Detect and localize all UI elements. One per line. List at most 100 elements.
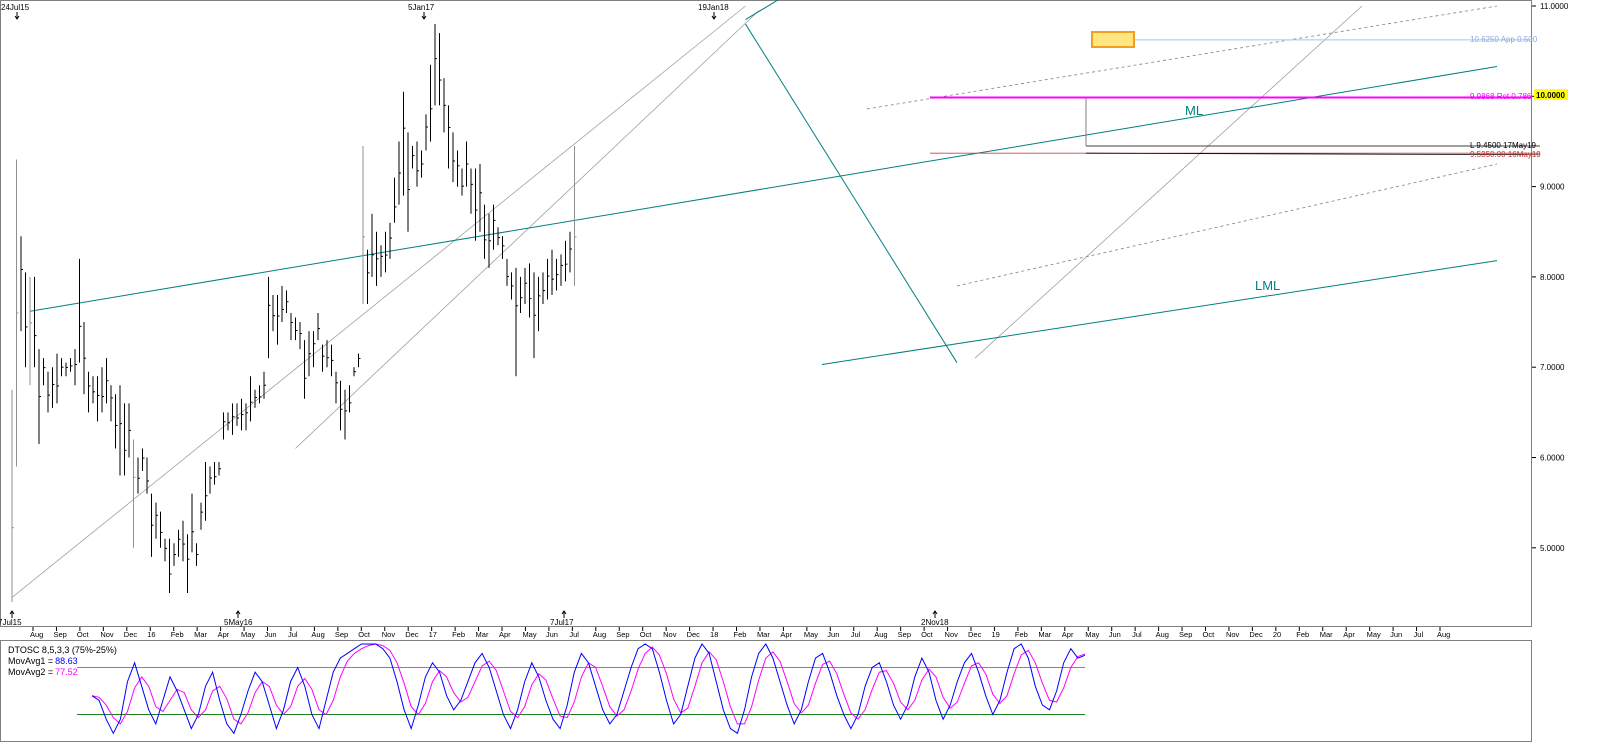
oscillator-plot [77,643,1086,735]
main-panel-frame [0,0,1532,627]
movavg1-name: MovAvg1 = [8,656,53,666]
movavg2-label: MovAvg2 = 77.52 [8,667,78,677]
time-tick-label: Sep [53,630,66,639]
upper-parallel-dashed [866,5,1498,110]
oscillator-title: DTOSC 8,5,3,3 (75%-25%) [8,645,117,655]
bottom-date-marker: 5May16 [224,618,253,627]
target-zone-box [1091,31,1135,48]
time-tick-label: Sep [898,630,911,639]
time-tick-label: Nov [663,630,677,639]
time-tick-label: Feb [1296,630,1309,639]
time-tick-label: Nov [100,630,114,639]
time-tick-label: May [1367,630,1381,639]
bottom-date-marker: 7Jul17 [550,618,574,627]
time-tick-label: Jun [265,630,277,639]
rise-trend-line [11,5,746,598]
time-tick-label: Feb [1015,630,1028,639]
time-tick-label: Sep [1179,630,1192,639]
bottom-marker-arrowhead [9,610,15,615]
time-tick-label: Aug [1156,630,1169,639]
time-tick-label: Feb [452,630,465,639]
time-tick-label: Apr [218,630,230,639]
ret-level-label: 9.9868 Ret 0.786 [1470,92,1532,101]
oscillator-panel-frame [0,640,1532,742]
top-marker-arrowhead [421,15,427,20]
time-tick-label: Feb [734,630,747,639]
movavg1-label: MovAvg1 = 88.63 [8,656,78,666]
time-tick-label: Feb [171,630,184,639]
time-tick-label: Oct [921,630,934,639]
drop-line [745,23,958,363]
time-tick-label: May [1085,630,1099,639]
time-tick-label: May [241,630,255,639]
time-tick-label: Mar [1038,630,1051,639]
price-tick-label: 11.0000 [1540,2,1569,11]
time-tick-label: Dec [687,630,701,639]
date-markers: 24Jul15 5Jan17 19Jan18 7Jul15 5May16 7Jul17 2N… [0,3,949,627]
time-tick-label: Mar [476,630,489,639]
time-tick-label: Apr [1343,630,1355,639]
low-level-label: L 9.4500 17May19 [1470,141,1537,150]
time-tick-label: 18 [710,630,718,639]
price-tick-label: 9.0000 [1540,183,1565,192]
time-tick-label: Nov [945,630,959,639]
oscillator-signal-line [91,643,1086,725]
time-tick-label: Dec [968,630,982,639]
oscillator-main-line [91,643,1086,735]
time-tick-label: Aug [593,630,606,639]
red-level-label: 9.5350.00 16May19 [1470,150,1541,159]
bottom-date-marker: 2Nov18 [921,618,949,627]
bottom-marker-arrowhead [932,610,938,615]
time-tick-label: Mar [194,630,207,639]
lower-median-line [821,260,1498,365]
movavg1-value: 88.63 [55,656,78,666]
bottom-marker-arrowhead [235,610,241,615]
time-tick-label: Apr [1062,630,1074,639]
price-tick-label: 7.0000 [1540,363,1565,372]
price-bars [11,24,577,602]
diagonal-trend-line [974,5,1363,359]
time-tick-label: Mar [757,630,770,639]
time-axis: Aug Sep Oct Nov Dec 16 Feb Mar Apr May Jun Jul Aug Se… [30,627,1450,639]
time-tick-label: Mar [1320,630,1333,639]
top-teal-line [745,0,779,20]
time-tick-label: 19 [991,630,999,639]
time-tick-label: Jul [851,630,861,639]
time-tick-label: Sep [616,630,629,639]
time-tick-label: Nov [382,630,396,639]
time-tick-label: Oct [358,630,371,639]
time-tick-label: Jun [546,630,558,639]
lml-label: LML [1255,278,1280,293]
price-axis: 11.0000 9.0000 8.0000 7.0000 6.0000 5.0000 [1532,2,1569,553]
time-tick-label: Jul [1132,630,1142,639]
time-tick-label: Jul [569,630,579,639]
time-tick-label: Jun [827,630,839,639]
price-tick-label: 8.0000 [1540,273,1565,282]
app-level-label: 10.6250 App 0.500 [1470,35,1538,44]
level-lines [930,39,1541,156]
time-tick-label: 16 [147,630,155,639]
time-tick-label: Oct [1203,630,1216,639]
time-tick-label: Nov [1226,630,1240,639]
top-date-marker: 5Jan17 [408,3,435,12]
top-date-marker: 24Jul15 [1,3,30,12]
rise-trend-line-inner [295,10,760,449]
time-tick-label: Aug [874,630,887,639]
time-tick-label: May [804,630,818,639]
time-tick-label: Jul [1414,630,1424,639]
bottom-date-marker: 7Jul15 [0,618,22,627]
time-tick-label: Aug [30,630,43,639]
trend-lines [11,0,1498,598]
time-tick-label: 20 [1273,630,1281,639]
bottom-marker-arrowhead [561,610,567,615]
median-line [29,66,1498,312]
close-level-line [1085,152,1541,156]
time-tick-label: Oct [77,630,90,639]
price-tick-label: 6.0000 [1540,454,1565,463]
lower-parallel-dashed [956,163,1498,287]
time-tick-label: Apr [780,630,792,639]
current-price-highlight [1534,89,1568,100]
time-tick-label: Oct [640,630,653,639]
top-marker-arrowhead [14,15,20,20]
